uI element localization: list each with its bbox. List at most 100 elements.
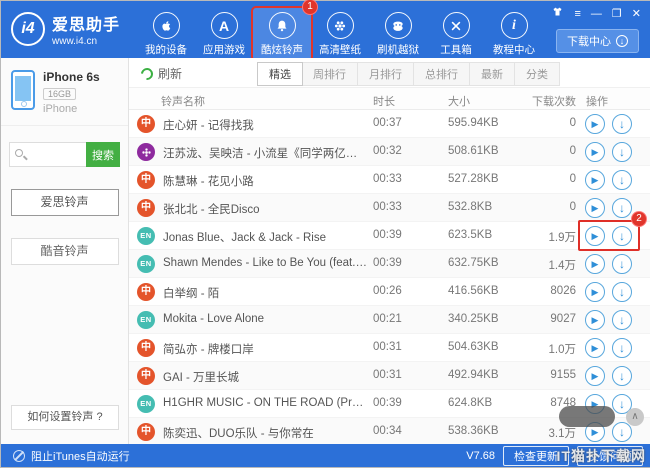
cn-music-icon: 中 — [137, 339, 155, 357]
tab-2[interactable]: 周排行 — [302, 63, 358, 85]
tab-1[interactable]: 精选 — [257, 62, 303, 86]
download-button[interactable]: ↓ — [612, 114, 632, 134]
source-button-1[interactable]: 爱思铃声 — [10, 189, 119, 216]
en-music-icon: EN — [137, 227, 155, 245]
ringtone-name: 陈慧琳 - 花见小路 — [163, 176, 254, 188]
search-button[interactable]: 搜索 — [86, 142, 120, 167]
download-button[interactable]: ↓ — [612, 282, 632, 302]
ringtone-duration: 00:32 — [373, 145, 402, 157]
nav-label: 我的设备 — [145, 44, 187, 56]
ringtone-downloads: 1.9万 — [548, 232, 577, 244]
play-button[interactable]: ▶ — [585, 226, 605, 246]
callout-badge: 2 — [631, 211, 647, 227]
cn-music-icon: 中 — [137, 199, 155, 217]
play-button[interactable]: ▶ — [585, 366, 605, 386]
close-icon[interactable]: ✕ — [631, 7, 641, 20]
download-button[interactable]: ↓ — [612, 226, 632, 246]
nav-item-1[interactable]: 我的设备 — [137, 8, 195, 60]
refresh-button[interactable]: 刷新 — [138, 65, 182, 82]
check-update-button[interactable]: 检查更新 — [503, 445, 569, 466]
nav-item-2[interactable]: A 应用游戏 — [195, 8, 253, 60]
bell-icon — [268, 12, 296, 39]
play-button[interactable]: ▶ — [585, 170, 605, 190]
status-bar: 阻止iTunes自动运行 V7.68 检查更新 反馈问题 — [1, 444, 650, 467]
ringtone-size: 624.8KB — [448, 397, 493, 409]
iphone-icon — [11, 70, 35, 110]
ringtone-size: 508.61KB — [448, 145, 499, 157]
appstore-icon: A — [210, 12, 238, 39]
nav-item-3[interactable]: 酷炫铃声 1 — [253, 0, 318, 60]
download-button[interactable]: ↓ — [612, 338, 632, 358]
ringtone-downloads: 0 — [569, 117, 576, 129]
block-itunes-checkbox[interactable] — [13, 449, 25, 462]
ringtone-name: Shawn Mendes - Like to Be You (feat. Jul… — [163, 257, 367, 269]
play-button[interactable]: ▶ — [585, 282, 605, 302]
nav-item-7[interactable]: i 教程中心 — [485, 8, 543, 60]
apple-icon — [152, 12, 180, 39]
ringtone-size: 623.5KB — [448, 229, 493, 241]
feedback-button[interactable]: 反馈问题 — [577, 445, 643, 466]
device-panel: iPhone 6s 16GB iPhone — [1, 58, 128, 126]
tab-4[interactable]: 总排行 — [414, 63, 470, 85]
callout-badge: 1 — [302, 0, 318, 15]
nav-item-4[interactable]: 高清壁纸 — [311, 8, 369, 60]
device-name: iPhone 6s — [43, 70, 100, 84]
main-nav: 我的设备 A 应用游戏 酷炫铃声 1 高清壁纸 刷机越狱 工具箱 i 教程中心 — [137, 0, 543, 60]
play-button[interactable]: ▶ — [585, 310, 605, 330]
maximize-icon[interactable]: ❐ — [611, 7, 622, 20]
app-url: www.i4.cn — [52, 36, 98, 47]
play-button[interactable]: ▶ — [585, 142, 605, 162]
ringtone-table: 中庄心妍 - 记得找我 00:37 595.94KB 0 ▶ ↓ 汪苏泷、吴映洁 - 小流星… — [129, 110, 650, 446]
ringtone-downloads: 9155 — [550, 369, 576, 381]
ringtone-size: 632.75KB — [448, 257, 499, 269]
cn-music-icon: 中 — [137, 423, 155, 441]
column-header-2: 时长 — [373, 96, 395, 108]
ringtone-duration: 00:37 — [373, 117, 402, 129]
download-button[interactable]: ↓ — [612, 394, 632, 414]
source-button-2[interactable]: 酷音铃声 — [10, 238, 119, 265]
en-music-icon: EN — [137, 255, 155, 273]
search-icon — [15, 149, 23, 157]
download-button[interactable]: ↓ — [612, 366, 632, 386]
back-to-top-button[interactable]: ∧ — [626, 408, 644, 426]
nav-item-6[interactable]: 工具箱 — [427, 8, 485, 60]
how-to-set-ringtone-button[interactable]: 如何设置铃声 ? — [11, 405, 119, 430]
download-button[interactable]: ↓ — [612, 310, 632, 330]
tab-6[interactable]: 分类 — [526, 69, 548, 81]
cn-music-icon: 中 — [137, 115, 155, 133]
window-controls: ≡ — ❐ ✕ — [551, 6, 641, 21]
ringtone-size: 538.36KB — [448, 425, 499, 437]
ringtone-size: 504.63KB — [448, 341, 499, 353]
ringtone-duration: 00:39 — [373, 257, 402, 269]
ringtone-downloads: 0 — [569, 173, 576, 185]
block-itunes-label: 阻止iTunes自动运行 — [31, 450, 130, 463]
download-icon: ↓ — [616, 35, 628, 47]
download-button[interactable]: ↓ — [612, 198, 632, 218]
nav-item-5[interactable]: 刷机越狱 — [369, 8, 427, 60]
download-button[interactable]: ↓ — [612, 142, 632, 162]
ringtone-name: 白举纲 - 陌 — [163, 288, 220, 300]
app-logo: i4 爱思助手 www.i4.cn — [11, 11, 120, 47]
tools-icon — [442, 12, 470, 39]
flower-music-icon — [137, 143, 155, 161]
ringtone-downloads: 9027 — [550, 313, 576, 325]
download-button[interactable]: ↓ — [612, 422, 632, 442]
ringtone-duration: 00:33 — [373, 201, 402, 213]
play-button[interactable]: ▶ — [585, 114, 605, 134]
play-button[interactable]: ▶ — [585, 198, 605, 218]
skin-icon[interactable] — [551, 6, 564, 21]
tab-5[interactable]: 最新 — [470, 63, 515, 85]
play-button[interactable]: ▶ — [585, 254, 605, 274]
ringtone-row: 中简弘亦 - 牌楼口岸 00:31 504.63KB 1.0万 ▶ ↓ — [129, 334, 650, 362]
download-button[interactable]: ↓ — [612, 170, 632, 190]
minimize-icon[interactable]: — — [590, 7, 602, 20]
play-button[interactable]: ▶ — [585, 338, 605, 358]
en-music-icon: EN — [137, 311, 155, 329]
site-watermark: IT猫扑下载网 — [556, 448, 646, 464]
ringtone-row: EN Shawn Mendes - Like to Be You (feat. J… — [129, 250, 650, 278]
menu-icon[interactable]: ≡ — [574, 7, 581, 20]
download-button[interactable]: ↓ — [612, 254, 632, 274]
cn-music-icon: 中 — [137, 283, 155, 301]
download-center-button[interactable]: 下载中心 ↓ — [556, 29, 639, 53]
tab-3[interactable]: 月排行 — [358, 63, 414, 85]
